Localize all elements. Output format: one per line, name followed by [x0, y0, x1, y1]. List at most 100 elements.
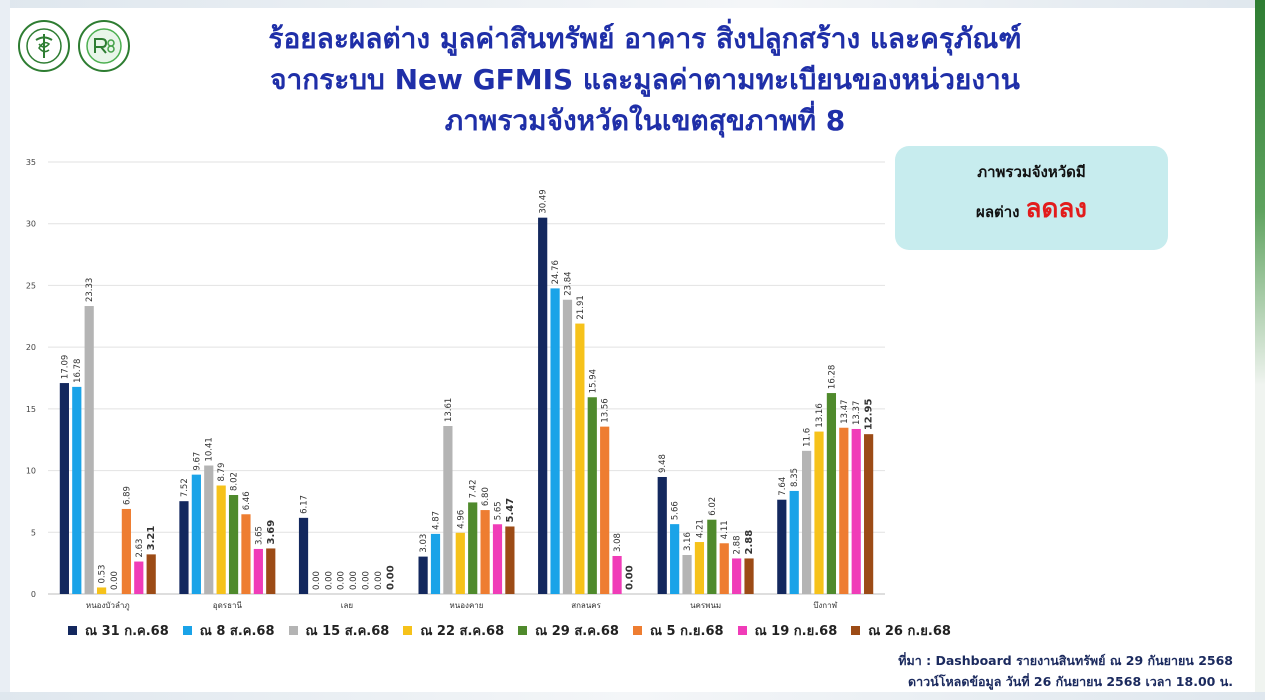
bar — [814, 431, 824, 594]
bar — [682, 554, 692, 594]
legend-swatch — [632, 626, 642, 635]
frame-bottom-border — [0, 692, 1265, 700]
source-line-1: ที่มา : Dashboard รายงานสินทรัพย์ ณ 29 ก… — [898, 653, 1233, 668]
bar — [600, 426, 610, 594]
bar — [253, 548, 263, 594]
x-category-label: เลย — [341, 601, 353, 610]
bar — [418, 556, 428, 594]
data-label: 5.65 — [494, 501, 504, 520]
bar — [204, 465, 214, 594]
bar — [96, 587, 107, 594]
data-label: 0.00 — [374, 571, 384, 590]
frame-top-border — [0, 0, 1265, 8]
data-label: 21.91 — [576, 295, 586, 319]
bar — [216, 485, 226, 594]
legend-label: ณ 15 ส.ค.68 — [305, 624, 390, 639]
title-line-2: จากระบบ New GFMIS และมูลค่าตามทะเบียนของ… — [270, 63, 1020, 96]
bar — [72, 386, 82, 594]
legend-swatch — [182, 626, 192, 635]
data-label: 6.89 — [122, 486, 132, 505]
legend-swatch — [518, 626, 528, 635]
data-label: 24.76 — [551, 260, 561, 284]
data-label: 3.08 — [613, 533, 623, 552]
legend-label: ณ 29 ส.ค.68 — [535, 624, 619, 639]
legend-label: ณ 26 ก.ย.68 — [868, 624, 951, 639]
data-label: 4.11 — [720, 520, 730, 539]
bar — [480, 510, 490, 594]
data-label: 3.65 — [254, 526, 264, 545]
bar — [121, 508, 131, 594]
bar — [84, 306, 94, 594]
frame-left-border — [0, 0, 10, 700]
bar — [505, 526, 515, 594]
x-category-label: นครพนม — [690, 601, 721, 610]
callout-prefix: ผลต่าง — [976, 203, 1020, 221]
data-label: 0.00 — [312, 571, 322, 590]
bar — [612, 555, 622, 594]
data-label: 6.46 — [242, 491, 252, 510]
bar — [538, 217, 548, 594]
bar — [864, 434, 874, 594]
bar — [443, 426, 453, 594]
data-label: 17.09 — [60, 355, 70, 379]
data-label: 11.6 — [803, 428, 813, 447]
bar — [228, 495, 239, 594]
data-label: 3.16 — [683, 532, 693, 551]
page-title: ร้อยละผลต่าง มูลค่าสินทรัพย์ อาคาร สิ่งป… — [130, 18, 1160, 141]
data-label: 0.00 — [624, 565, 635, 590]
data-label: 13.16 — [815, 403, 825, 427]
data-label: 5.66 — [671, 501, 681, 520]
data-label: 3.69 — [266, 520, 277, 545]
bar — [298, 517, 309, 594]
frame-right-border — [1255, 0, 1265, 700]
x-category-label: อุดรธานี — [213, 601, 243, 610]
y-tick-label: 25 — [26, 281, 36, 290]
data-label: 3.03 — [419, 534, 429, 553]
data-label: 23.33 — [85, 278, 95, 302]
legend-item: ณ 15 ส.ค.68 — [288, 620, 390, 641]
data-label: 16.28 — [827, 365, 837, 389]
bar — [455, 532, 465, 594]
callout-highlight: ลดลง — [1025, 194, 1087, 224]
x-category-label: สกลนคร — [571, 601, 601, 610]
legend-item: ณ 8 ส.ค.68 — [182, 620, 275, 641]
data-label: 15.94 — [588, 369, 598, 393]
data-label: 0.00 — [324, 571, 334, 590]
data-label: 8.35 — [790, 468, 800, 487]
bar — [562, 299, 573, 594]
data-label: 0.00 — [349, 571, 359, 590]
legend-label: ณ 5 ก.ย.68 — [649, 624, 724, 639]
data-label: 7.52 — [180, 478, 190, 497]
legend-item: ณ 19 ก.ย.68 — [737, 620, 837, 641]
legend-swatch — [68, 626, 77, 635]
callout-line-1: ภาพรวมจังหวัดมี — [977, 163, 1086, 181]
bar — [657, 476, 667, 594]
data-label: 23.84 — [563, 271, 573, 295]
bar — [146, 554, 156, 594]
legend-label: ณ 8 ส.ค.68 — [199, 624, 275, 639]
bar — [826, 393, 837, 594]
legend-swatch — [403, 626, 413, 635]
callout-line-2: ผลต่าง ลดลง — [895, 188, 1168, 229]
data-label: 6.17 — [300, 495, 310, 514]
y-tick-label: 30 — [26, 220, 36, 229]
summary-callout: ภาพรวมจังหวัดมี ผลต่าง ลดลง — [895, 146, 1168, 250]
bar — [694, 542, 705, 594]
data-label: 5.47 — [505, 498, 516, 523]
data-label: 2.63 — [135, 539, 145, 558]
bar — [802, 450, 812, 594]
ministry-of-public-health-logo — [18, 20, 70, 72]
data-label: 3.21 — [146, 526, 157, 551]
chart-legend: ณ 31 ก.ค.68 ณ 8 ส.ค.68 ณ 15 ส.ค.68 ณ 22 ส.ค… — [68, 620, 951, 641]
data-label: 2.88 — [733, 536, 743, 555]
data-label: 2.88 — [744, 530, 755, 555]
bar — [266, 548, 276, 594]
bar — [179, 501, 189, 594]
bar — [134, 561, 144, 594]
y-tick-label: 35 — [26, 158, 36, 167]
data-label: 13.56 — [601, 398, 611, 422]
source-note: ที่มา : Dashboard รายงานสินทรัพย์ ณ 29 ก… — [898, 650, 1233, 692]
y-tick-label: 20 — [26, 343, 36, 352]
data-label: 6.02 — [708, 497, 718, 516]
